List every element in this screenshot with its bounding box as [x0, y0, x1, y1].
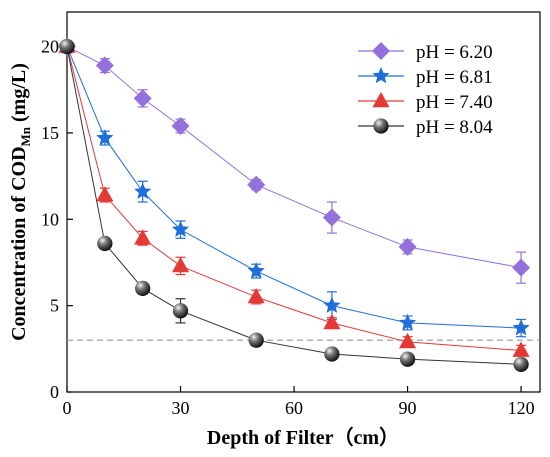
series-4: [59, 38, 529, 373]
x-tick-label: 120: [508, 398, 535, 418]
legend-label: pH = 6.20: [416, 42, 493, 63]
axes-layer: 0 30 60 90 120 0 5 10 15 20: [41, 37, 535, 418]
data-point: [512, 258, 531, 277]
x-tick-label: 30: [172, 398, 190, 418]
data-point: [399, 332, 417, 349]
data-point: [135, 280, 151, 297]
data-point: [96, 186, 114, 202]
data-point: [171, 117, 190, 135]
data-point: [324, 346, 340, 362]
data-point: [399, 351, 416, 367]
data-point: [247, 262, 265, 279]
data-point: [323, 313, 341, 330]
x-tick-label: 60: [285, 398, 303, 418]
y-axis-title: Concentration of CODMn (mg/L): [8, 63, 33, 341]
data-point: [134, 182, 152, 199]
data-point: [399, 313, 417, 331]
series-layer: [58, 37, 531, 373]
y-tick-label: 10: [41, 209, 59, 229]
x-tick-label: 90: [399, 398, 417, 418]
data-point: [95, 56, 114, 75]
data-point: [59, 38, 75, 55]
series-3: [58, 37, 530, 357]
y-tick-label: 15: [41, 123, 59, 143]
data-point: [96, 129, 114, 146]
legend: pH = 6.20 pH = 6.81 pH = 7.40 pH = 8.04: [358, 42, 493, 138]
y-tick-label: 5: [50, 296, 59, 316]
series-line: [66, 46, 522, 269]
data-point: [322, 208, 341, 227]
legend-marker: [372, 42, 390, 60]
data-point: [247, 175, 266, 194]
series-line: [66, 46, 522, 352]
data-point: [133, 89, 152, 108]
data-point: [247, 288, 265, 304]
data-point: [171, 220, 190, 237]
data-point: [171, 256, 190, 273]
data-point: [512, 319, 530, 336]
data-point: [134, 229, 152, 245]
legend-marker: [372, 92, 390, 108]
series-line: [66, 46, 522, 365]
series-line: [66, 46, 522, 329]
data-point: [323, 296, 341, 313]
data-point: [248, 332, 264, 348]
legend-label: pH = 8.04: [416, 117, 493, 138]
legend-label: pH = 6.81: [416, 67, 493, 88]
plot-area-frame: [66, 11, 541, 393]
data-point: [172, 303, 189, 319]
data-point: [512, 341, 530, 357]
y-tick-label: 20: [41, 37, 59, 57]
y-axis-title-units: (mg/L): [8, 63, 30, 127]
data-point: [97, 235, 113, 252]
x-axis-title: Depth of Filter（cm）: [207, 426, 399, 449]
legend-label: pH = 7.40: [416, 92, 493, 113]
y-tick-label: 0: [50, 382, 59, 402]
data-point: [398, 237, 417, 256]
y-axis-title-main: Concentration of COD: [8, 146, 30, 340]
legend-marker: [372, 67, 390, 84]
y-axis-title-subscript: Mn: [18, 126, 33, 146]
x-tick-label: 0: [63, 398, 72, 418]
legend-marker: [373, 118, 389, 134]
data-point: [513, 356, 529, 373]
